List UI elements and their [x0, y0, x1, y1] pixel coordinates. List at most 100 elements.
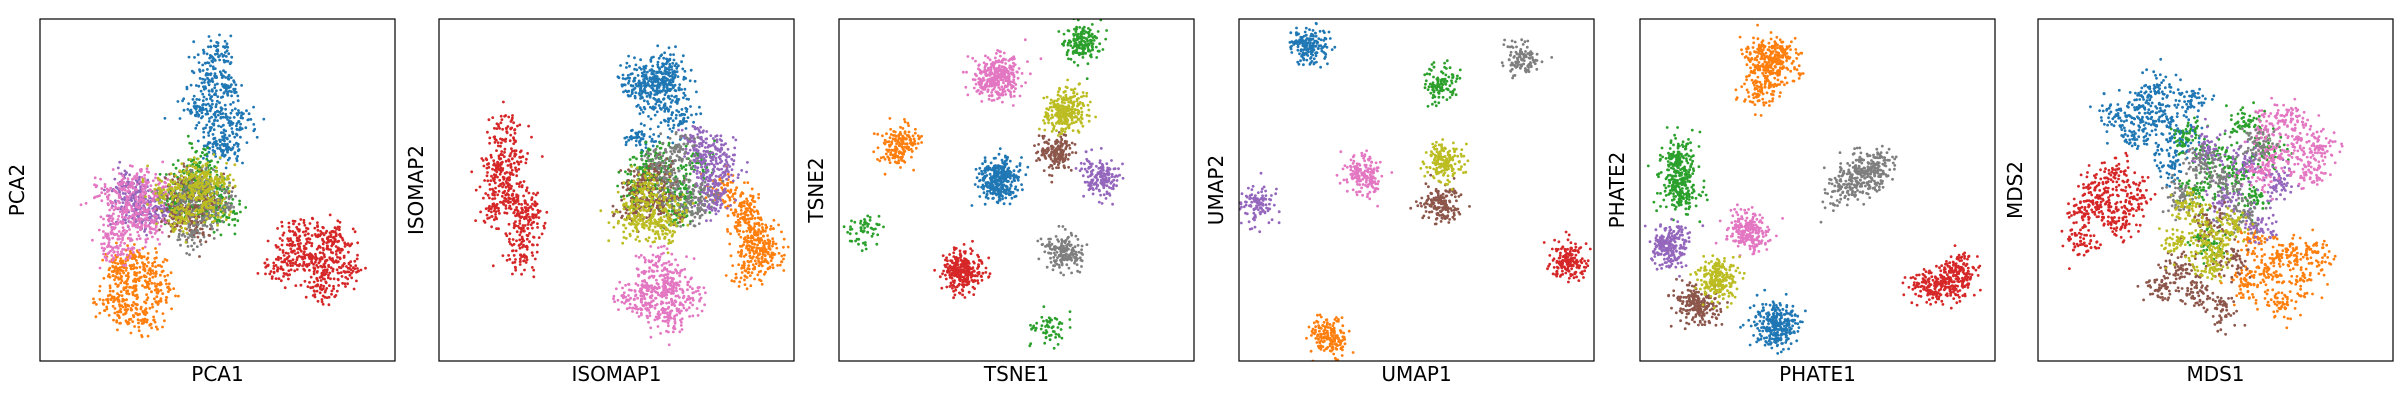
- data-point: [167, 219, 171, 223]
- data-point: [114, 261, 117, 265]
- data-point: [103, 188, 106, 192]
- data-point: [126, 224, 130, 228]
- data-point: [624, 170, 627, 174]
- data-point: [621, 73, 625, 77]
- data-point: [167, 235, 171, 238]
- data-point: [135, 177, 138, 180]
- data-point: [649, 60, 653, 63]
- data-point: [151, 275, 155, 279]
- data-point: [282, 275, 285, 278]
- data-point: [186, 191, 190, 195]
- data-point: [163, 116, 167, 120]
- data-point: [118, 172, 121, 175]
- data-point: [216, 160, 220, 164]
- data-point: [515, 182, 519, 186]
- data-point: [135, 297, 139, 300]
- data-point: [220, 199, 224, 203]
- data-point: [174, 294, 177, 298]
- data-point: [122, 209, 125, 213]
- data-point: [329, 248, 332, 252]
- data-point: [730, 279, 734, 283]
- data-point: [274, 277, 278, 280]
- data-point: [188, 207, 192, 211]
- data-point: [698, 105, 701, 109]
- data-point: [116, 292, 119, 295]
- data-point: [289, 261, 292, 265]
- data-point: [150, 218, 153, 222]
- data-point: [729, 180, 733, 184]
- data-point: [188, 109, 192, 113]
- data-point: [202, 108, 206, 111]
- data-point: [105, 256, 108, 260]
- data-point: [122, 186, 126, 190]
- data-point: [122, 180, 125, 184]
- data-point: [123, 192, 127, 196]
- data-point: [205, 225, 209, 228]
- data-point: [667, 109, 670, 113]
- data-point: [290, 242, 294, 246]
- data-point: [216, 207, 220, 211]
- data-point: [229, 34, 233, 38]
- data-point: [763, 272, 766, 276]
- data-point: [285, 272, 288, 276]
- data-point: [190, 179, 194, 182]
- data-point: [132, 251, 135, 254]
- data-point: [295, 258, 299, 262]
- data-point: [220, 188, 224, 192]
- data-point: [268, 272, 272, 276]
- data-point: [627, 94, 631, 98]
- data-point: [207, 89, 211, 93]
- data-point: [133, 243, 136, 246]
- data-point: [171, 227, 175, 231]
- data-point: [121, 212, 124, 216]
- data-point: [758, 224, 761, 227]
- data-point: [761, 226, 764, 229]
- data-point: [751, 242, 755, 246]
- data-point: [332, 287, 335, 291]
- data-point: [298, 248, 302, 251]
- data-point: [639, 83, 643, 87]
- data-point: [671, 111, 674, 114]
- data-point: [196, 157, 200, 161]
- data-point: [146, 164, 150, 168]
- data-point: [293, 243, 297, 247]
- data-point: [184, 222, 188, 225]
- data-point: [221, 219, 224, 223]
- data-point: [281, 251, 285, 254]
- data-point: [203, 153, 207, 157]
- data-point: [126, 303, 130, 307]
- data-point: [279, 279, 283, 283]
- data-point: [303, 250, 306, 254]
- data-point: [684, 184, 688, 187]
- data-point: [718, 178, 722, 182]
- data-point: [324, 281, 328, 285]
- data-point: [685, 120, 688, 123]
- data-point: [340, 248, 344, 252]
- data-point: [115, 320, 119, 324]
- data-point: [657, 104, 661, 107]
- data-point: [752, 252, 756, 256]
- data-point: [187, 55, 191, 59]
- data-point: [322, 269, 325, 272]
- data-point: [175, 200, 179, 203]
- data-point: [667, 120, 670, 124]
- data-point: [739, 193, 743, 197]
- data-point: [143, 262, 147, 266]
- data-point: [679, 122, 683, 126]
- data-point: [235, 112, 239, 115]
- data-point: [193, 230, 197, 234]
- data-point: [106, 245, 109, 249]
- data-point: [657, 81, 660, 85]
- data-point: [117, 300, 120, 303]
- data-point: [228, 134, 231, 138]
- data-point: [745, 287, 749, 291]
- data-point: [186, 205, 190, 209]
- data-point: [325, 258, 329, 262]
- data-point: [722, 183, 726, 187]
- data-point: [280, 224, 284, 228]
- data-point: [228, 184, 231, 187]
- data-point: [188, 193, 192, 197]
- data-point: [346, 282, 349, 286]
- data-point: [315, 289, 319, 293]
- data-point: [142, 312, 146, 316]
